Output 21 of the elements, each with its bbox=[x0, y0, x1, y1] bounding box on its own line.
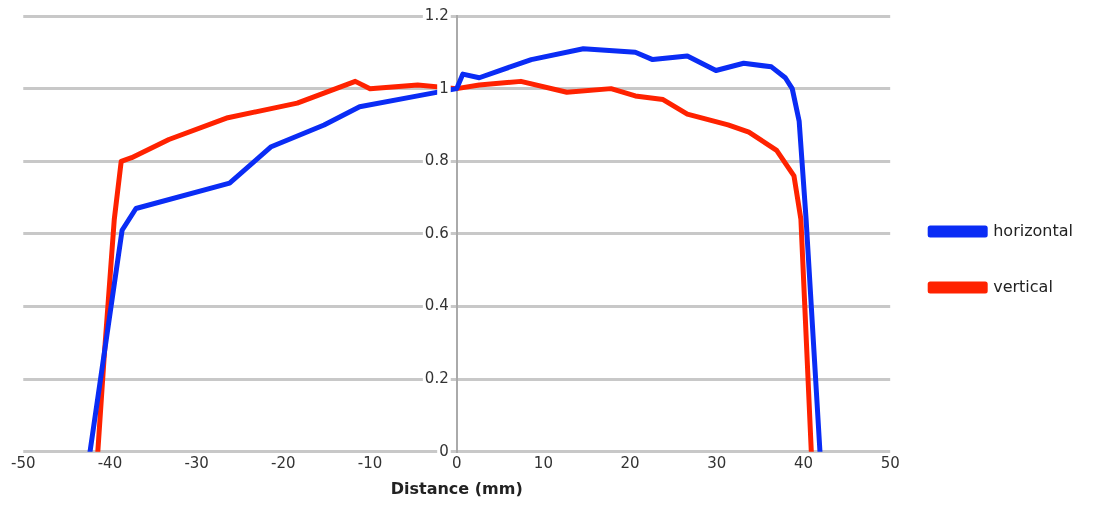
x-tick-label: 20 bbox=[620, 453, 640, 472]
y-tick-label: 0.4 bbox=[424, 296, 449, 315]
y-tick-label: 1 bbox=[439, 78, 449, 97]
y-tick-label: 0.6 bbox=[424, 223, 449, 242]
y-tick-label: 0 bbox=[439, 441, 449, 460]
y-tick-label: 1.2 bbox=[424, 5, 449, 24]
x-tick-label: 0 bbox=[451, 453, 462, 472]
x-tick-label: 10 bbox=[533, 453, 553, 472]
x-axis-title: Distance (mm) bbox=[390, 478, 523, 498]
x-tick-label: -30 bbox=[184, 453, 209, 472]
x-tick-label: 40 bbox=[793, 453, 814, 472]
y-tick-label: 0.8 bbox=[424, 151, 449, 170]
x-tick-label: -20 bbox=[271, 453, 296, 472]
y-tick-label: 0.2 bbox=[424, 369, 449, 388]
x-tick-label: -40 bbox=[97, 453, 123, 472]
legend-label: vertical bbox=[993, 276, 1053, 296]
x-tick-label: 50 bbox=[880, 453, 900, 472]
x-tick-label: -10 bbox=[357, 453, 383, 472]
x-tick-label: -50 bbox=[11, 453, 36, 472]
x-tick-label: 30 bbox=[707, 453, 727, 472]
legend-label: horizontal bbox=[993, 220, 1074, 240]
